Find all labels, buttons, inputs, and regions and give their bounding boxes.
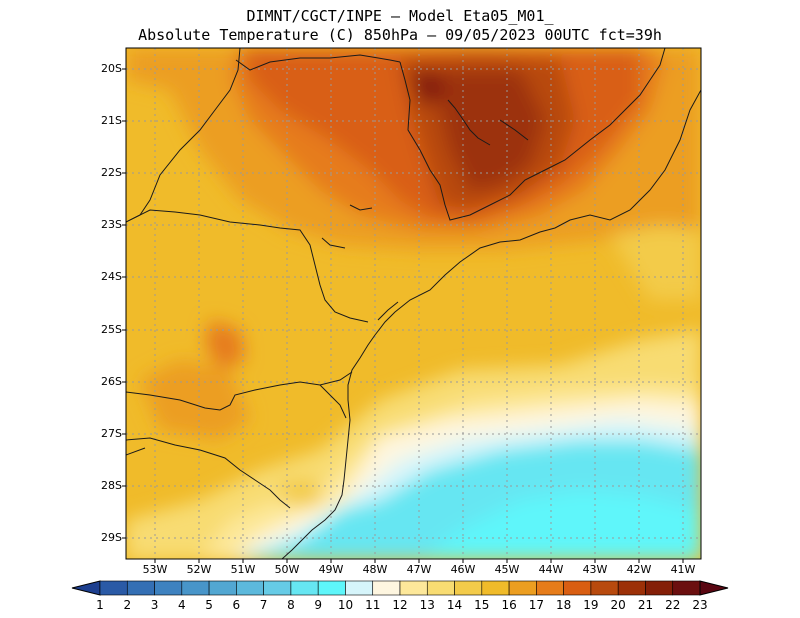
colorbar-label: 6 bbox=[232, 598, 241, 612]
lat-label: 20S bbox=[101, 62, 122, 75]
colorbar-swatch bbox=[617, 580, 646, 596]
lat-label: 27S bbox=[101, 427, 122, 440]
colorbar-swatch bbox=[536, 580, 564, 596]
lat-label: 26S bbox=[101, 375, 122, 388]
map-frame bbox=[125, 47, 702, 560]
colorbar-swatch bbox=[263, 580, 292, 596]
colorbar-swatch bbox=[372, 580, 401, 596]
colorbar-label: 19 bbox=[583, 598, 599, 612]
colorbar-arrow-high bbox=[699, 580, 729, 596]
lake bbox=[377, 301, 399, 321]
colorbar-label: 23 bbox=[692, 598, 708, 612]
colorbar-swatch bbox=[181, 580, 210, 596]
lon-label: 43W bbox=[582, 563, 608, 576]
colorbar-label: 3 bbox=[150, 598, 159, 612]
lat-label: 28S bbox=[101, 479, 122, 492]
lon-label: 48W bbox=[362, 563, 388, 576]
state-border bbox=[399, 48, 666, 221]
colorbar-swatch bbox=[590, 580, 619, 596]
colorbar-label: 8 bbox=[287, 598, 295, 612]
colorbar-label: 22 bbox=[665, 598, 681, 612]
colorbar-swatch bbox=[672, 580, 701, 596]
lat-label: 24S bbox=[101, 270, 122, 283]
lat-label: 23S bbox=[101, 218, 122, 231]
lon-label: 50W bbox=[274, 563, 300, 576]
colorbar-swatch bbox=[345, 580, 374, 596]
colorbar-label: 21 bbox=[637, 598, 654, 612]
colorbar-swatch bbox=[236, 580, 264, 596]
coastline bbox=[281, 89, 701, 559]
colorbar-label: 1 bbox=[96, 598, 104, 612]
lat-label: 22S bbox=[101, 166, 122, 179]
lon-label: 42W bbox=[626, 563, 652, 576]
lon-label: 46W bbox=[450, 563, 476, 576]
lon-label: 49W bbox=[318, 563, 344, 576]
lat-label: 29S bbox=[101, 531, 122, 544]
state-border bbox=[126, 437, 291, 509]
colorbar-swatch bbox=[154, 580, 183, 596]
colorbar-label: 15 bbox=[474, 598, 490, 612]
state-border bbox=[126, 209, 369, 323]
colorbar-label: 11 bbox=[365, 598, 381, 612]
colorbar-swatch bbox=[508, 580, 537, 596]
lake bbox=[349, 204, 373, 211]
colorbar-label: 9 bbox=[314, 598, 322, 612]
colorbar-swatch bbox=[454, 580, 483, 596]
colorbar-swatch bbox=[426, 580, 455, 596]
coastlines-and-borders bbox=[126, 48, 701, 559]
colorbar-label: 7 bbox=[259, 598, 268, 612]
colorbar-label: 4 bbox=[177, 598, 186, 612]
lon-label: 41W bbox=[670, 563, 696, 576]
lat-lon-grid bbox=[126, 48, 701, 559]
colorbar-swatch bbox=[563, 580, 592, 596]
lon-label: 45W bbox=[494, 563, 520, 576]
colorbar-swatch bbox=[399, 580, 428, 596]
colorbar-label: 18 bbox=[555, 598, 572, 612]
lon-label: 52W bbox=[186, 563, 212, 576]
lon-label: 47W bbox=[406, 563, 432, 576]
colorbar-arrow-low bbox=[71, 580, 101, 596]
lat-label: 21S bbox=[101, 114, 122, 127]
colorbar bbox=[71, 580, 729, 596]
colorbar-label: 2 bbox=[123, 598, 132, 612]
colorbar-swatch bbox=[126, 580, 155, 596]
state-border bbox=[126, 447, 146, 456]
lat-label: 25S bbox=[101, 323, 122, 336]
colorbar-label: 5 bbox=[205, 598, 213, 612]
axis-ticks bbox=[122, 68, 684, 563]
state-border bbox=[235, 54, 401, 71]
colorbar-swatch bbox=[99, 580, 128, 596]
map-title-line2: Absolute Temperature (C) 850hPa – 09/05/… bbox=[138, 26, 662, 44]
lon-label: 44W bbox=[538, 563, 564, 576]
colorbar-swatch bbox=[645, 580, 674, 596]
colorbar-label: 13 bbox=[419, 598, 435, 612]
lon-label: 53W bbox=[142, 563, 168, 576]
colorbar-swatch bbox=[290, 580, 319, 596]
temperature-field bbox=[126, 48, 701, 559]
lake bbox=[321, 237, 346, 249]
colorbar-swatch bbox=[481, 580, 510, 596]
colorbar-label: 12 bbox=[392, 598, 408, 612]
lon-label: 51W bbox=[230, 563, 256, 576]
lake bbox=[499, 119, 529, 141]
lake bbox=[447, 99, 491, 146]
colorbar-label: 17 bbox=[528, 598, 544, 612]
colorbar-label: 20 bbox=[610, 598, 626, 612]
colorbar-swatch bbox=[208, 580, 237, 596]
map-title-line1: DIMNT/CGCT/INPE – Model Eta05_M01_ bbox=[246, 7, 554, 25]
colorbar-label: 10 bbox=[337, 598, 354, 612]
colorbar-label: 16 bbox=[501, 598, 517, 612]
colorbar-label: 14 bbox=[446, 598, 463, 612]
state-border bbox=[319, 384, 347, 419]
state-border bbox=[126, 48, 241, 223]
colorbar-swatch bbox=[317, 580, 346, 596]
